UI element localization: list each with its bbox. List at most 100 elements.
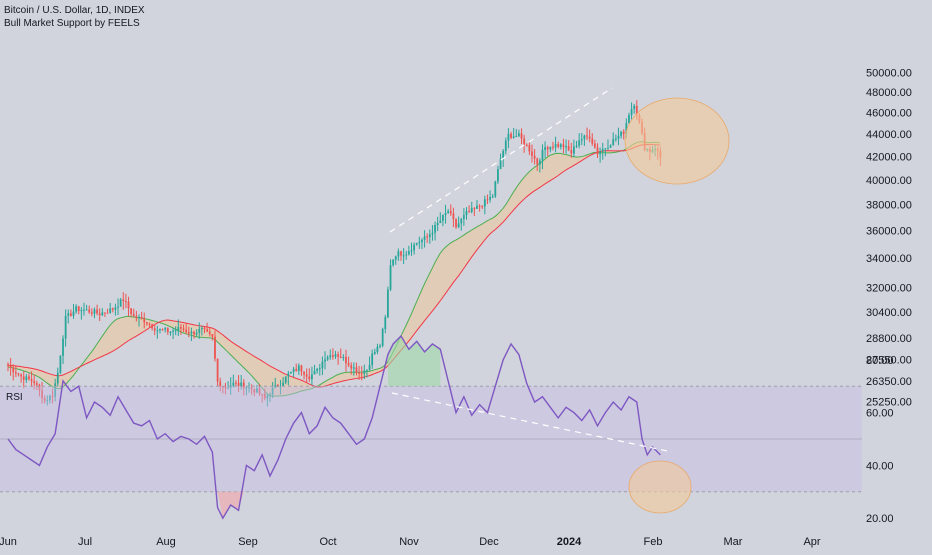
rsi-trendline xyxy=(391,392,673,453)
symbol-title[interactable]: Bitcoin / U.S. Dollar, 1D, INDEX xyxy=(4,5,145,16)
candle-body xyxy=(628,115,630,124)
candle-body xyxy=(20,374,22,377)
price-tick-label: 50000.00 xyxy=(866,67,912,79)
candle-body xyxy=(394,256,397,260)
candle-body xyxy=(596,147,599,155)
candle-body xyxy=(586,135,588,137)
candle-body xyxy=(269,394,271,396)
candle-body xyxy=(114,307,117,310)
candle-body xyxy=(135,316,138,319)
candle-body xyxy=(504,140,507,151)
candle-body xyxy=(486,199,489,201)
candle-body xyxy=(518,133,520,137)
candle-body xyxy=(242,382,245,389)
rsi-label[interactable]: RSI xyxy=(6,392,23,403)
candle-body xyxy=(612,139,615,146)
candle-body xyxy=(248,387,250,389)
candle-body xyxy=(525,144,528,146)
candle-body xyxy=(132,314,135,317)
x-tick-label: Jul xyxy=(78,536,92,548)
price-tick-label: 25250.00 xyxy=(866,397,912,409)
indicator-title[interactable]: Bull Market Support by FEELS xyxy=(4,18,140,29)
x-tick-label: Jun xyxy=(0,536,17,548)
candle-body xyxy=(531,151,533,156)
candle-body xyxy=(195,332,198,335)
candle-body xyxy=(384,317,387,330)
candle-body xyxy=(371,353,374,365)
rsi-target-ellipse xyxy=(628,460,692,514)
candle-body xyxy=(130,308,133,315)
candle-body xyxy=(554,144,557,148)
candle-body xyxy=(297,365,300,371)
candle-body xyxy=(182,328,185,330)
candle-body xyxy=(389,265,392,290)
candle-body xyxy=(208,331,211,334)
candle-body xyxy=(122,299,125,302)
candle-body xyxy=(358,372,360,374)
candle-body xyxy=(481,206,484,208)
candle-body xyxy=(271,387,274,395)
candle-body xyxy=(324,359,326,362)
candle-body xyxy=(366,369,368,371)
candle-body xyxy=(614,138,617,140)
x-tick-label: Sep xyxy=(238,536,258,548)
candle-body xyxy=(345,356,347,364)
candle-body xyxy=(520,133,523,139)
candle-body xyxy=(174,330,177,332)
candle-body xyxy=(536,158,539,165)
candle-body xyxy=(106,312,109,314)
candle-body xyxy=(447,211,450,214)
candle-body xyxy=(457,223,460,228)
candle-body xyxy=(528,145,531,152)
candle-body xyxy=(538,160,541,165)
candle-body xyxy=(279,386,282,388)
candle-body xyxy=(282,382,284,387)
candle-body xyxy=(431,232,434,235)
candle-body xyxy=(54,383,57,397)
candle-body xyxy=(7,364,9,366)
rsi-tick-label: 60.00 xyxy=(866,408,894,420)
candle-body xyxy=(491,196,494,198)
price-tick-label: 32000.00 xyxy=(866,282,912,294)
candle-body xyxy=(258,388,261,394)
candle-body xyxy=(28,376,30,380)
candle-body xyxy=(473,208,476,210)
candle-body xyxy=(381,329,384,346)
candle-body xyxy=(368,364,371,370)
candle-body xyxy=(193,331,195,335)
price-target-ellipse xyxy=(624,97,730,185)
band-lower-line xyxy=(7,144,661,388)
legend: Bitcoin / U.S. Dollar, 1D, INDEX Bull Ma… xyxy=(4,4,145,30)
x-tick-label: Oct xyxy=(319,536,336,548)
candle-body xyxy=(214,336,216,359)
candle-body xyxy=(442,215,444,221)
candle-body xyxy=(145,322,148,324)
candle-body xyxy=(570,150,573,154)
candle-body xyxy=(617,135,620,139)
candle-body xyxy=(22,376,25,380)
candle-body xyxy=(523,138,526,145)
candle-body xyxy=(138,316,140,319)
candle-body xyxy=(559,144,562,147)
candle-body xyxy=(549,146,552,150)
candle-body xyxy=(423,236,426,240)
price-tick-label: 46000.00 xyxy=(866,108,912,120)
candle-body xyxy=(9,365,12,368)
candle-body xyxy=(434,224,436,233)
rsi-tick-label: 80.00 xyxy=(866,355,894,367)
candle-body xyxy=(96,309,98,314)
candle-body xyxy=(468,211,471,213)
price-trendline xyxy=(389,87,613,233)
candle-body xyxy=(573,146,575,154)
candle-body xyxy=(339,356,342,359)
candle-body xyxy=(90,312,93,314)
price-tick-label: 36000.00 xyxy=(866,226,912,238)
candle-body xyxy=(580,139,583,141)
candle-body xyxy=(166,328,169,333)
candle-body xyxy=(413,244,415,251)
candle-body xyxy=(507,133,510,141)
candle-body xyxy=(261,393,264,395)
candle-body xyxy=(622,131,625,135)
